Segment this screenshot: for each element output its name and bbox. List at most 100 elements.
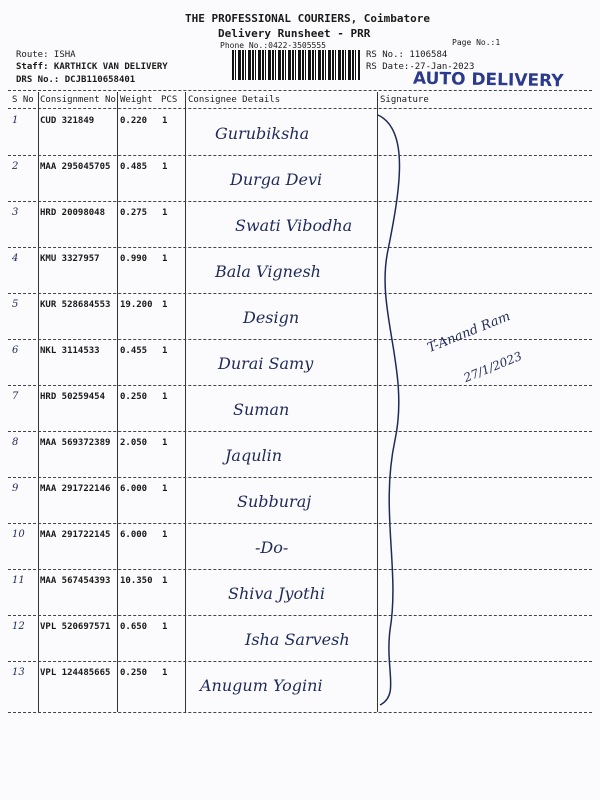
weight: 10.350 (120, 576, 153, 586)
consignment-number: CUD 321849 (40, 116, 95, 126)
serial-number: 2 (12, 161, 19, 172)
pieces: 1 (162, 346, 168, 356)
weight: 0.455 (120, 346, 148, 356)
weight: 0.250 (120, 392, 148, 402)
consignment-number: VPL 124485665 (40, 668, 111, 678)
consignee-name: Durai Samy (218, 354, 314, 373)
pieces: 1 (162, 162, 168, 172)
column-rule (185, 92, 186, 712)
consignment-number: MAA 291722145 (40, 530, 111, 540)
divider (8, 90, 592, 91)
consignee-name: -Do- (255, 538, 289, 557)
signature-bracket (377, 114, 401, 706)
row-divider (8, 293, 592, 294)
phone: Phone No.:0422-3505555 (220, 41, 326, 50)
weight: 0.485 (120, 162, 148, 172)
sheet-title: Delivery Runsheet - PRR (218, 27, 371, 40)
serial-number: 11 (12, 575, 25, 586)
page-number: Page No.:1 (452, 38, 501, 47)
consignment-number: HRD 20098048 (40, 208, 106, 218)
serial-number: 8 (12, 437, 19, 448)
auto-delivery-stamp: AUTO DELIVERY (412, 68, 564, 92)
consignee-name: Subburaj (237, 492, 312, 511)
col-signature: Signature (380, 95, 429, 105)
serial-number: 1 (12, 115, 19, 126)
row-divider (8, 569, 592, 570)
route: Route: ISHA (16, 50, 76, 60)
pieces: 1 (162, 484, 168, 494)
consignment-number: KMU 3327957 (40, 254, 100, 264)
pieces: 1 (162, 300, 168, 310)
col-weight: Weight (120, 95, 153, 105)
column-rule (38, 92, 39, 712)
consignee-name: Durga Devi (230, 170, 323, 189)
rs-date: RS Date:-27-Jan-2023 (366, 62, 475, 72)
serial-number: 7 (12, 391, 19, 402)
weight: 6.000 (120, 530, 148, 540)
col-sno: S No (12, 95, 34, 105)
row-divider (8, 155, 592, 156)
column-rule (377, 92, 378, 712)
weight: 0.275 (120, 208, 148, 218)
weight: 0.220 (120, 116, 148, 126)
consignee-name: Jaqulin (225, 446, 283, 465)
drs-number: DRS No.: DCJB110658401 (16, 75, 136, 85)
pieces: 1 (162, 392, 168, 402)
col-pcs: PCS (161, 95, 178, 105)
serial-number: 12 (12, 621, 25, 632)
pieces: 1 (162, 438, 168, 448)
company-name: THE PROFESSIONAL COURIERS, Coimbatore (185, 12, 431, 25)
serial-number: 3 (12, 207, 19, 218)
weight: 2.050 (120, 438, 148, 448)
weight: 0.990 (120, 254, 148, 264)
row-divider (8, 661, 592, 662)
pieces: 1 (162, 530, 168, 540)
serial-number: 5 (12, 299, 19, 310)
divider (8, 108, 592, 109)
consignee-name: Gurubiksha (215, 124, 310, 143)
signature-name: T-Anand Ram (425, 309, 513, 356)
consignee-name: Swati Vibodha (235, 216, 353, 235)
pieces: 1 (162, 668, 168, 678)
consignee-name: Isha Sarvesh (245, 630, 350, 649)
col-consignment: Consignment No (40, 95, 116, 105)
serial-number: 9 (12, 483, 19, 494)
row-divider (8, 385, 592, 386)
column-rule (117, 92, 118, 712)
serial-number: 4 (12, 253, 19, 264)
pieces: 1 (162, 116, 168, 126)
consignment-number: MAA 295045705 (40, 162, 111, 172)
row-divider (8, 615, 592, 616)
pieces: 1 (162, 254, 168, 264)
rs-number: RS No.: 1106584 (366, 50, 448, 60)
serial-number: 10 (12, 529, 25, 540)
pieces: 1 (162, 622, 168, 632)
row-divider (8, 201, 592, 202)
row-divider (8, 247, 592, 248)
row-divider (8, 523, 592, 524)
consignment-number: KUR 528684553 (40, 300, 111, 310)
row-divider (8, 712, 592, 713)
pieces: 1 (162, 576, 168, 586)
weight: 19.200 (120, 300, 153, 310)
row-divider (8, 339, 592, 340)
consignment-number: NKL 3114533 (40, 346, 100, 356)
weight: 0.650 (120, 622, 148, 632)
consignee-name: Suman (233, 400, 290, 419)
col-consignee: Consignee Details (188, 95, 281, 105)
consignment-number: MAA 569372389 (40, 438, 111, 448)
row-divider (8, 477, 592, 478)
weight: 6.000 (120, 484, 148, 494)
consignee-name: Anugum Yogini (200, 676, 323, 695)
consignment-number: VPL 520697571 (40, 622, 111, 632)
consignment-number: HRD 50259454 (40, 392, 106, 402)
serial-number: 6 (12, 345, 19, 356)
row-divider (8, 431, 592, 432)
signature-date: 27/1/2023 (461, 348, 524, 386)
serial-number: 13 (12, 667, 25, 678)
consignment-number: MAA 567454393 (40, 576, 111, 586)
barcode (232, 50, 360, 80)
consignee-name: Design (243, 308, 300, 327)
staff: Staff: KARTHICK VAN DELIVERY (16, 62, 168, 72)
